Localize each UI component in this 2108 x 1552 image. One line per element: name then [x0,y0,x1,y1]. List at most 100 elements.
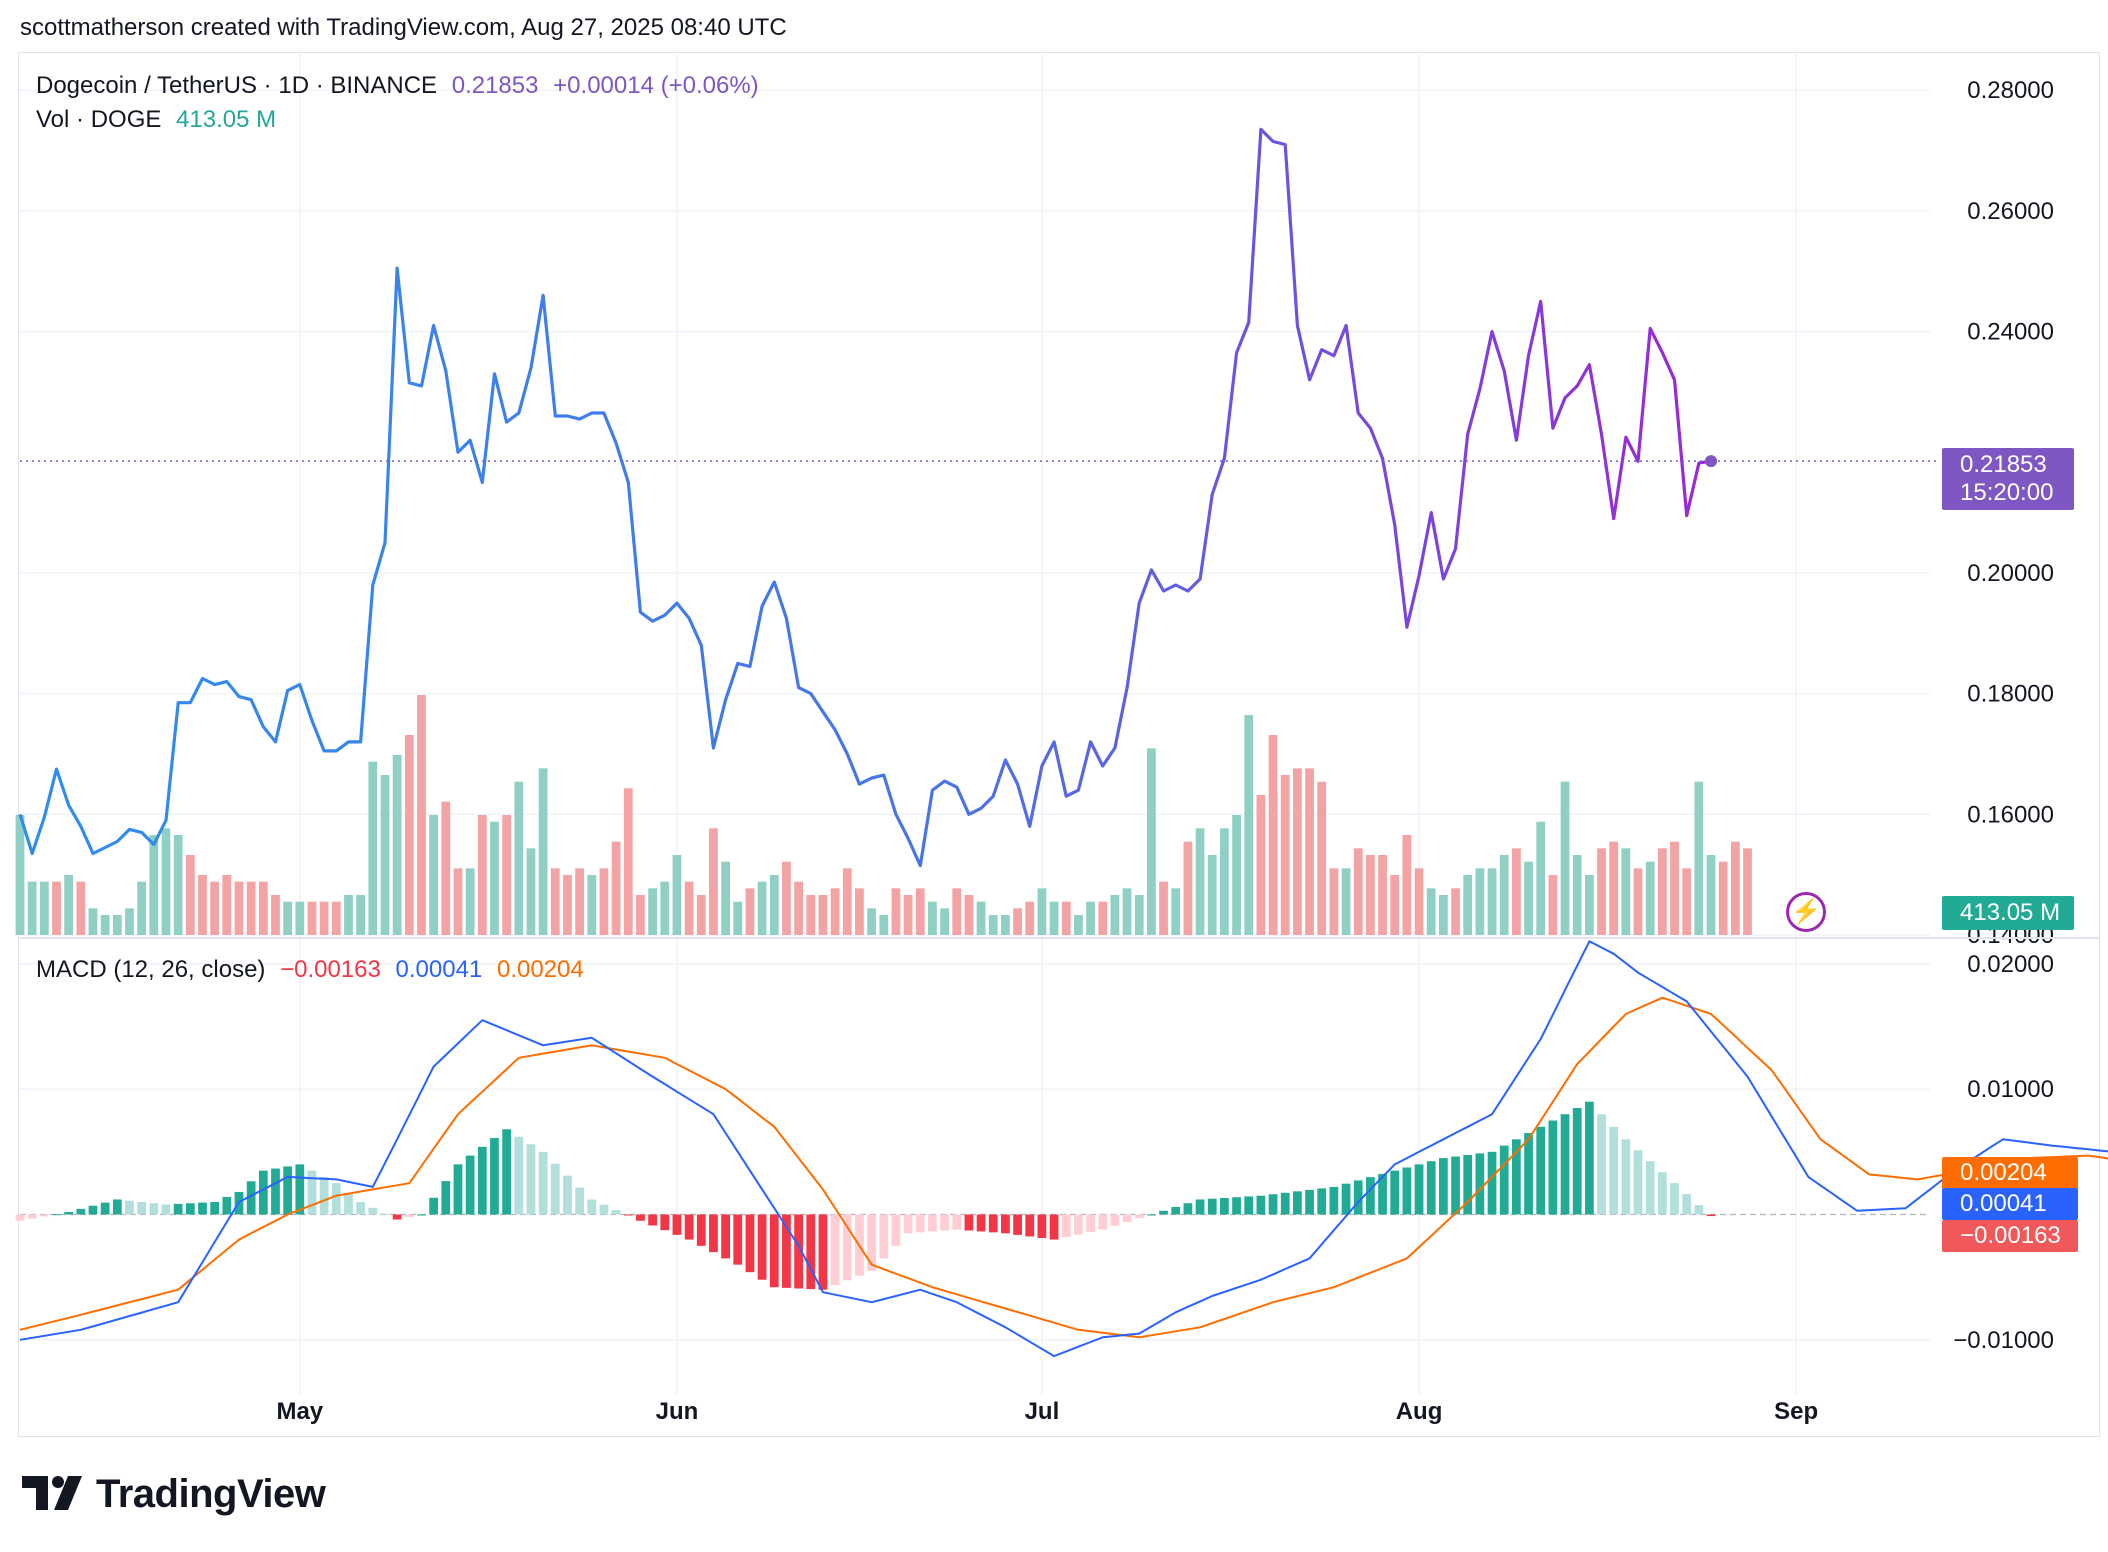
volume-bar [137,881,147,935]
volume-bar [1366,855,1375,935]
macd-histogram-bar [88,1205,98,1215]
macd-histogram-value: −0.00163 [280,956,381,983]
macd-histogram-bar [976,1214,986,1232]
macd-histogram-bar [149,1203,159,1215]
macd-histogram-bar [1694,1205,1704,1215]
volume-bar [1195,828,1205,935]
macd-histogram-bar [1280,1192,1290,1215]
volume-bar [1183,841,1193,935]
macd-histogram-bar [246,1181,256,1215]
x-tick-label: Aug [1396,1398,1443,1425]
macd-histogram-bar [1317,1188,1327,1215]
volume-bar [1645,861,1655,935]
macd-histogram-bar [1025,1214,1035,1237]
macd-histogram-bar [757,1214,767,1280]
macd-histogram-bar [794,1214,803,1289]
macd-histogram-bar [210,1201,220,1215]
volume-bar [1353,848,1363,935]
volume-bar [1718,861,1728,935]
volume-badge: 413.05 M [1942,896,2074,930]
volume-bar [1293,768,1302,935]
volume-bar [1657,848,1667,935]
volume-bar [185,855,195,935]
macd-histogram-bar [782,1214,791,1288]
volume-bar [1597,848,1606,935]
volume-bar [307,901,317,935]
macd-legend[interactable]: MACD (12, 26, close) −0.00163 0.00041 0.… [36,956,592,984]
macd-histogram-bar [1597,1114,1606,1215]
macd-histogram-bar [222,1196,232,1215]
price-change: +0.00014 (+0.06%) [553,72,759,99]
macd-histogram-bar [331,1183,341,1215]
macd-histogram-bar [1670,1183,1679,1215]
macd-histogram-bar [258,1170,268,1215]
macd-histogram-bar [52,1214,61,1216]
price-tick-label: 0.20000 [1967,560,2054,587]
macd-histogram-bar [392,1214,402,1220]
volume-bar [477,815,487,935]
macd-histogram-bar [1378,1173,1387,1215]
macd-histogram-bar [684,1214,694,1240]
volume-bar [1061,901,1071,935]
volume-bar [855,888,864,935]
lightning-icon[interactable]: ⚡ [1786,892,1826,932]
volume-label: Vol · DOGE [36,106,162,133]
macd-histogram-bar [76,1208,86,1215]
macd-line-value: 0.00041 [395,956,483,983]
macd-histogram-bar [709,1214,718,1253]
macd-histogram-bar [1511,1139,1521,1215]
macd-histogram-bar [271,1168,280,1215]
volume-bar [1438,895,1448,935]
macd-histogram-bar [891,1214,901,1246]
volume-bar [1633,868,1643,935]
macd-histogram-bar [696,1214,706,1246]
macd-histogram-bar [806,1214,816,1290]
price-tick-label: 0.24000 [1967,319,2054,346]
volume-bar [709,828,718,935]
volume-bar [295,901,305,935]
volume-bar [173,835,183,935]
macd-histogram-bar [1487,1151,1497,1215]
macd-histogram-bar [477,1146,487,1215]
macd-line [19,940,2108,1358]
countdown-label: 15:20:00 [1960,479,2054,506]
volume-bar [453,868,463,935]
macd-histogram-bar [1183,1203,1193,1215]
macd-histogram-bar [672,1214,682,1235]
volume-bar [928,901,937,935]
macd-histogram-bar [587,1199,597,1215]
volume-bar [1207,855,1217,935]
macd-histogram-bar [733,1214,743,1265]
macd-histogram-bar [964,1214,974,1231]
macd-tick-label: 0.02000 [1967,951,2054,978]
volume-bar [149,835,159,935]
volume-bar [611,841,621,935]
symbol-name: Dogecoin / TetherUS · 1D · BINANCE [36,72,438,99]
volume-legend[interactable]: Vol · DOGE 413.05 M [36,106,284,134]
macd-histogram-bar [1293,1191,1302,1215]
volume-bar [1548,875,1558,935]
macd-histogram-bar [1147,1214,1156,1216]
macd-histogram-bar [1621,1139,1631,1215]
volume-bar [952,888,962,935]
volume-bar [368,761,378,935]
macd-histogram-bar [161,1204,171,1215]
macd-histogram-bar [1463,1154,1473,1215]
symbol-legend[interactable]: Dogecoin / TetherUS · 1D · BINANCE 0.218… [36,72,767,100]
macd-histogram-bar [1159,1210,1168,1215]
volume-bar [490,821,499,935]
price-tick-label: 0.16000 [1967,801,2054,828]
current-price-dot [1705,455,1718,468]
macd-histogram-bar [64,1211,74,1215]
macd-histogram-bar [344,1192,353,1215]
volume-bar [988,915,998,935]
macd-histogram-bar [1645,1161,1655,1215]
macd-histogram-bar [636,1214,645,1221]
volume-bar [769,875,779,935]
volume-bar [757,881,767,935]
volume-bar [684,881,694,935]
tradingview-logo[interactable]: TradingView [96,1472,326,1516]
macd-histogram-bar [648,1214,657,1226]
volume-bar [1049,901,1059,935]
